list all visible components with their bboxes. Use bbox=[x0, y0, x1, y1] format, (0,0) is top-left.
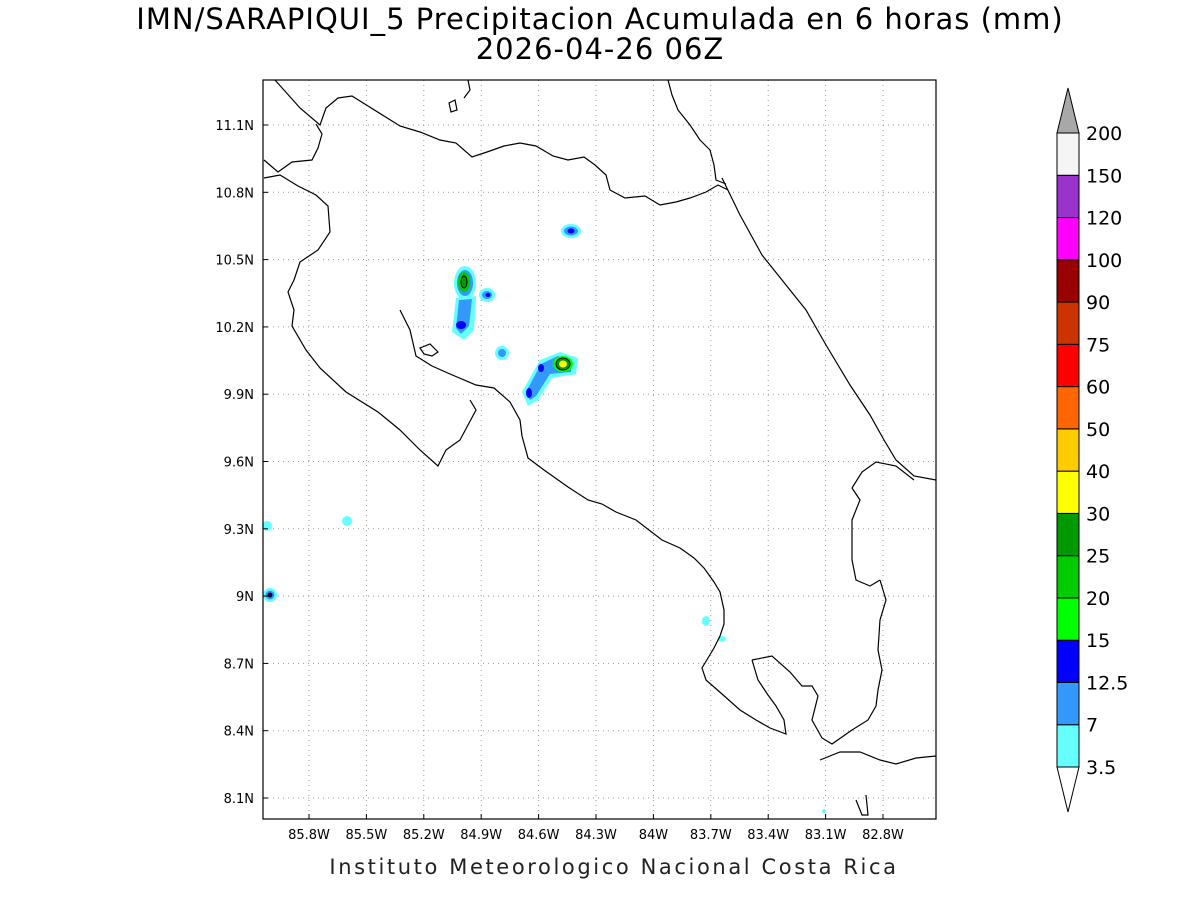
colorbar-swatch bbox=[1056, 301, 1080, 345]
lon-tick-label: 83.4W bbox=[747, 828, 789, 843]
colorbar-level-label: 50 bbox=[1086, 419, 1110, 441]
colorbar-level-label: 30 bbox=[1086, 503, 1110, 525]
colorbar-swatch bbox=[1056, 428, 1080, 472]
precipitation-colorbar: 3.5 7 12.5 15 20 25 30 40 50 60 75 90 100 120 150 200 bbox=[1056, 87, 1128, 813]
lat-tick-label: 8.4N bbox=[224, 725, 254, 740]
latitude-axis: 8.1N 8.4N 8.7N 9N 9.3N 9.6N 9.9N 10.2N 10.5N 10.8… bbox=[215, 119, 268, 807]
precip-area bbox=[342, 516, 352, 526]
coastline bbox=[263, 123, 323, 173]
island-outline bbox=[448, 99, 458, 113]
map-title: IMN/SARAPIQUI_5 Precipitacion Acumulada … bbox=[136, 2, 1064, 36]
lon-tick-label: 84.3W bbox=[575, 828, 617, 843]
map-grid bbox=[263, 80, 936, 819]
colorbar-swatch bbox=[1056, 174, 1080, 219]
colorbar-level-label: 75 bbox=[1086, 334, 1110, 356]
colorbar-swatch bbox=[1056, 132, 1080, 176]
colorbar-swatch bbox=[1056, 386, 1080, 430]
precip-area bbox=[456, 321, 466, 329]
colorbar-swatch bbox=[1056, 512, 1080, 557]
precip-area bbox=[526, 388, 532, 398]
lon-tick-label: 83.7W bbox=[690, 828, 732, 843]
lat-tick-label: 8.7N bbox=[224, 657, 254, 672]
lat-tick-label: 11.1N bbox=[215, 119, 254, 134]
colorbar-swatch bbox=[1056, 470, 1080, 514]
precip-area bbox=[718, 636, 726, 642]
lon-tick-label: 85.5W bbox=[345, 828, 387, 843]
precip-area bbox=[538, 364, 544, 372]
lon-tick-label: 82.8W bbox=[862, 828, 904, 843]
lat-tick-label: 9.9N bbox=[224, 388, 254, 403]
colorbar-level-label: 120 bbox=[1086, 208, 1122, 230]
colorbar-swatch bbox=[1056, 217, 1080, 261]
colorbar-level-label: 200 bbox=[1086, 123, 1122, 145]
colorbar-max-arrow bbox=[1056, 87, 1080, 134]
lat-tick-label: 10.2N bbox=[215, 321, 254, 336]
colorbar-level-label: 7 bbox=[1086, 715, 1098, 737]
colorbar-level-label: 12.5 bbox=[1086, 672, 1128, 694]
border bbox=[851, 461, 915, 489]
colorbar-swatch bbox=[1056, 724, 1080, 768]
colorbar-level-label: 150 bbox=[1086, 165, 1122, 187]
colorbar-level-label: 20 bbox=[1086, 588, 1110, 610]
precip-area bbox=[460, 275, 468, 289]
colorbar-swatch bbox=[1056, 639, 1080, 683]
lat-tick-label: 10.8N bbox=[215, 186, 254, 201]
precip-area bbox=[559, 360, 567, 368]
colorbar-level-label: 15 bbox=[1086, 630, 1110, 652]
lon-tick-label: 83.1W bbox=[805, 828, 847, 843]
coastline bbox=[721, 177, 937, 481]
colorbar-level-label: 25 bbox=[1086, 546, 1110, 568]
colorbar-level-label: 3.5 bbox=[1086, 757, 1116, 779]
coastline-layer bbox=[263, 79, 937, 816]
lon-tick-label: 84.6W bbox=[518, 828, 560, 843]
lat-tick-label: 8.1N bbox=[224, 792, 254, 807]
lat-tick-label: 10.5N bbox=[215, 254, 254, 269]
colorbar-swatch bbox=[1056, 343, 1080, 388]
colorbar-level-label: 60 bbox=[1086, 377, 1110, 399]
precip-area bbox=[567, 228, 575, 234]
lat-tick-label: 9N bbox=[236, 590, 254, 605]
lon-tick-label: 85.8W bbox=[288, 828, 330, 843]
lon-tick-label: 84W bbox=[639, 828, 669, 843]
coastline bbox=[855, 794, 869, 816]
colorbar-swatch bbox=[1056, 681, 1080, 726]
precipitation-layer bbox=[262, 224, 826, 813]
coastline bbox=[751, 579, 887, 745]
coastline bbox=[399, 309, 787, 735]
map-frame bbox=[262, 79, 937, 820]
precip-area bbox=[267, 592, 273, 598]
lat-tick-label: 9.3N bbox=[224, 523, 254, 538]
colorbar-level-label: 40 bbox=[1086, 461, 1110, 483]
lat-tick-label: 9.6N bbox=[224, 456, 254, 471]
footer-credit: Instituto Meteorologico Nacional Costa R… bbox=[329, 855, 899, 879]
colorbar-swatch bbox=[1056, 597, 1080, 641]
coastline bbox=[819, 751, 937, 765]
island-outline bbox=[419, 343, 439, 357]
longitude-axis: 85.8W 85.5W 85.2W 84.9W 84.6W 84.3W 84W 83.7W 83… bbox=[288, 814, 904, 843]
colorbar-min-arrow bbox=[1056, 766, 1080, 813]
precip-area bbox=[822, 809, 826, 813]
precip-area bbox=[498, 349, 506, 357]
map-subtitle-datetime: 2026-04-26 06Z bbox=[475, 32, 725, 66]
coastline bbox=[667, 79, 727, 185]
coastline bbox=[851, 487, 881, 587]
precip-area bbox=[485, 293, 491, 297]
coastline bbox=[463, 79, 471, 99]
lon-tick-label: 85.2W bbox=[403, 828, 445, 843]
precip-area bbox=[702, 616, 710, 626]
colorbar-level-label: 90 bbox=[1086, 292, 1110, 314]
lon-tick-label: 84.9W bbox=[460, 828, 502, 843]
colorbar-level-label: 100 bbox=[1086, 250, 1122, 272]
coastline bbox=[263, 174, 477, 467]
lake-shoreline bbox=[274, 79, 729, 206]
colorbar-swatch bbox=[1056, 555, 1080, 599]
colorbar-swatch bbox=[1056, 259, 1080, 303]
